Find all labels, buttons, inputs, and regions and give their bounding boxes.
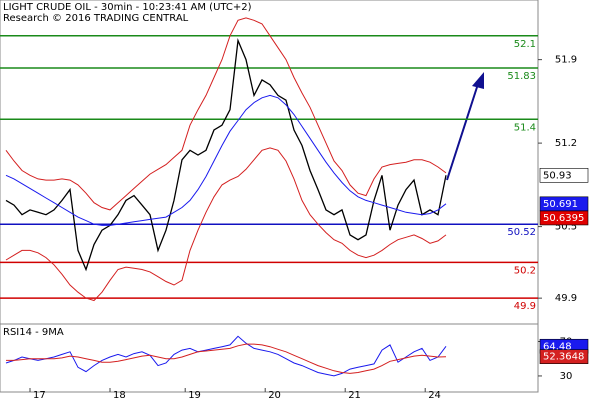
- value-box: [539, 168, 589, 183]
- value-label: 50.6395: [543, 213, 584, 224]
- y-tick-label: 51.9: [555, 55, 577, 66]
- level-label: 50.2: [514, 265, 536, 276]
- rsi-title: RSI14 - 9MA: [3, 327, 64, 338]
- level-label: 50.52: [507, 227, 536, 238]
- level-label: 52.1: [514, 39, 536, 50]
- x-tick-label: 20: [268, 390, 281, 400]
- value-box: [539, 349, 589, 364]
- series-line: [5, 335, 447, 377]
- y-tick-label: 30: [560, 371, 573, 382]
- y-tick-label: 50.5: [555, 222, 577, 233]
- arrow-head: [472, 72, 484, 89]
- value-label: 64.48: [543, 341, 572, 352]
- chart-subtitle: Research © 2016 TRADING CENTRAL: [3, 13, 189, 24]
- level-label: 49.9: [514, 301, 536, 312]
- arrow: [446, 83, 479, 181]
- y-tick-label: 49.9: [555, 293, 577, 304]
- value-label: 50.691: [543, 199, 578, 210]
- x-tick-label: 24: [428, 390, 441, 400]
- value-label: 50.93: [543, 170, 572, 181]
- x-tick-label: 19: [188, 390, 201, 400]
- chart-title: LIGHT CRUDE OIL - 30min - 10:23:41 AM (U…: [3, 2, 252, 13]
- value-label: 52.3648: [543, 352, 584, 363]
- series-line: [6, 343, 447, 374]
- x-tick-label: 21: [348, 390, 361, 400]
- series-line: [5, 147, 447, 302]
- x-tick-label: 18: [113, 390, 126, 400]
- value-box: [539, 210, 589, 226]
- series-line: [5, 17, 447, 211]
- x-tick-label: 17: [33, 390, 46, 400]
- plot-frame: [0, 0, 539, 393]
- y-tick-label: 51.2: [555, 138, 577, 149]
- series-line: [5, 94, 447, 226]
- series-line: [5, 37, 447, 272]
- level-label: 51.83: [507, 71, 536, 82]
- level-label: 51.4: [514, 122, 536, 133]
